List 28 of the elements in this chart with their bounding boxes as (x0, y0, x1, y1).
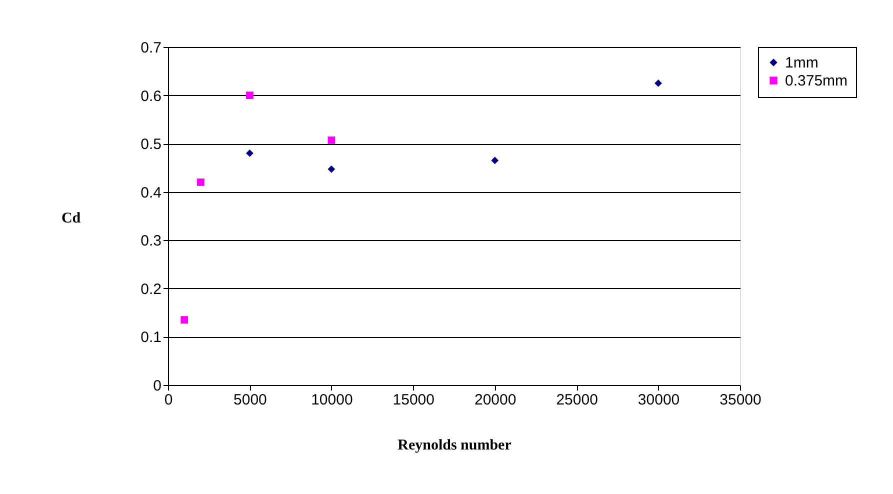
point (180, 316, 188, 324)
x-tick-label: 0 (164, 392, 173, 408)
point (246, 150, 254, 157)
point (328, 165, 336, 173)
y-tick-label: 0.2 (140, 280, 162, 298)
legend-label: 1mm (785, 54, 818, 72)
y-tick-label: 0.1 (140, 329, 162, 346)
point (196, 178, 204, 186)
x-tick-label: 30000 (638, 392, 680, 408)
y-tick-label: 0.6 (140, 88, 162, 105)
legend-label: 0.375mm (785, 72, 848, 90)
x-tick-label: 35000 (720, 392, 762, 408)
x-tick-label: 25000 (556, 392, 598, 408)
x-tick-label: 15000 (392, 392, 434, 408)
y-axis-title: Cd (61, 210, 82, 226)
point (328, 136, 336, 144)
y-tick-label: 0 (153, 378, 162, 394)
y-tick-label: 0.4 (140, 184, 162, 202)
y-tick-label: 0.3 (140, 232, 162, 250)
point (491, 156, 499, 164)
y-tick-label: 0.7 (140, 40, 162, 56)
x-tick-label: 20000 (474, 392, 516, 408)
x-tick-label: 5000 (234, 392, 267, 408)
x-tick-label: 10000 (311, 392, 353, 408)
point (654, 80, 662, 87)
point (246, 92, 254, 99)
x-axis-title: Reynolds number (398, 438, 512, 454)
y-tick-label: 0.5 (140, 136, 162, 154)
